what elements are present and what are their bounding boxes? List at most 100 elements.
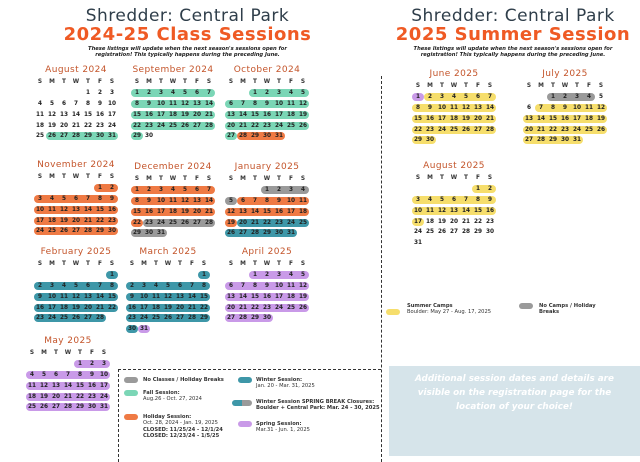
day-cell: 26	[297, 303, 309, 312]
empty-cell	[535, 93, 547, 101]
day-cell: 3	[285, 186, 297, 195]
day-cell: 5	[297, 89, 309, 98]
day-cell: 6	[237, 196, 249, 205]
empty-cell	[70, 271, 82, 279]
day-cell: 12	[297, 281, 309, 290]
day-cell: 3	[273, 271, 285, 280]
day-cell: 3	[155, 89, 167, 98]
no-classes-swatch	[124, 377, 138, 383]
day-cell: 17	[155, 207, 167, 216]
day-cell: 6	[191, 89, 203, 98]
day-cell: 15	[249, 110, 261, 119]
day-cell: 4	[37, 100, 43, 107]
weekday-label: M	[538, 83, 544, 90]
day-cell: 16	[143, 110, 155, 119]
day-cell: 16	[484, 206, 496, 215]
weekday-label: T	[54, 350, 58, 357]
day-cell: 22	[83, 122, 93, 129]
weekday-label: S	[206, 79, 212, 86]
empty-cell	[237, 186, 249, 194]
day-cell: 17	[34, 216, 46, 225]
weekday-label: S	[101, 350, 107, 357]
info-box	[389, 366, 640, 456]
legend-holiday: Holiday Session: Oct. 28, 2024 - Jan. 19…	[143, 414, 223, 439]
day-cell: 11	[46, 205, 58, 214]
weekday-label: T	[440, 175, 444, 182]
day-cell: 26	[225, 229, 237, 238]
day-cell: 19	[58, 216, 70, 225]
day-cell: 2	[261, 271, 273, 280]
weekday-label: S	[300, 176, 306, 183]
weekday-label: S	[37, 261, 43, 268]
day-cell: 17	[107, 111, 117, 118]
weekday-label: F	[476, 83, 480, 90]
day-cell: 11	[58, 292, 70, 301]
day-cell: 13	[472, 103, 484, 112]
fall-swatch	[124, 390, 138, 396]
month-title: June 2025	[429, 69, 479, 79]
day-cell: 4	[150, 281, 162, 290]
day-cell: 23	[273, 218, 285, 227]
day-cell: 10	[155, 99, 167, 108]
day-cell: 15	[261, 207, 273, 216]
day-cell: 7	[186, 281, 198, 290]
day-cell: 11	[285, 99, 297, 108]
day-cell: 1	[85, 90, 91, 97]
weekday-label: W	[263, 261, 271, 268]
day-cell: 28	[484, 125, 496, 134]
weekday-label: T	[154, 261, 158, 268]
day-cell: 31	[571, 136, 583, 145]
day-cell: 28	[94, 314, 106, 323]
day-cell: 22	[131, 121, 143, 130]
day-cell: 5	[58, 194, 70, 203]
weekday-label: M	[141, 261, 147, 268]
month-title: September 2024	[132, 65, 214, 75]
day-cell: 24	[107, 122, 117, 129]
legend-divider-left	[118, 369, 119, 462]
weekday-label: F	[587, 83, 591, 90]
day-cell: 12	[297, 99, 309, 108]
day-cell: 7	[460, 195, 472, 204]
weekday-label: T	[277, 79, 281, 86]
day-cell: 26	[297, 121, 309, 130]
day-cell: 12	[162, 292, 174, 301]
day-cell: 4	[46, 194, 58, 203]
empty-cell	[34, 89, 46, 97]
day-cell: 15	[106, 292, 118, 301]
day-cell: 27	[191, 218, 203, 227]
weekday-label: T	[159, 79, 163, 86]
day-cell: 20	[174, 303, 186, 312]
day-cell: 14	[71, 111, 81, 118]
empty-cell	[150, 271, 162, 279]
day-cell: 27	[174, 314, 186, 323]
empty-cell	[225, 89, 237, 97]
day-cell: 15	[131, 110, 143, 119]
day-cell: 29	[547, 136, 559, 145]
day-cell: 29	[131, 132, 143, 141]
day-cell: 15	[83, 111, 93, 118]
calendar-sep24: September 2024 S M T W T F S 1 2 3 4 5 6 7 8 9 10 11 12 13 14…	[125, 64, 221, 142]
day-cell: 13	[448, 206, 460, 215]
day-cell: 25	[167, 218, 179, 227]
month-grid: S M T W T F S 1 2 3 4 5 6 7 8 9 10 11 12 13 14 15 16 17 18 19 20 21…	[131, 77, 221, 142]
weekday-label: S	[129, 261, 135, 268]
weekday-label: F	[289, 261, 293, 268]
weekday-label: T	[183, 79, 187, 86]
weekday-label: F	[90, 350, 94, 357]
calendar-aug24: August 2024 S M T W T F S 1 2 3 4 5 6 7 8 9 10 11 12 13 14 15 1…	[28, 64, 124, 142]
day-cell: 13	[237, 207, 249, 216]
weekday-label: S	[487, 83, 493, 90]
day-cell: 21	[94, 303, 106, 312]
day-cell: 19	[460, 114, 472, 123]
spring-break-swatch	[232, 400, 252, 406]
day-cell: 4	[424, 195, 436, 204]
day-cell: 7	[73, 100, 79, 107]
weekday-label: M	[240, 79, 246, 86]
calendar-oct24: October 2024 S M T W T F S 1 2 3 4 5 6 7 8 9 10 11 12 13 14 15…	[219, 64, 315, 142]
day-cell: 24	[34, 227, 46, 236]
day-cell: 12	[70, 292, 82, 301]
weekday-label: F	[190, 261, 194, 268]
day-cell: 10	[46, 292, 58, 301]
empty-cell	[249, 186, 261, 194]
day-cell: 8	[472, 195, 484, 204]
